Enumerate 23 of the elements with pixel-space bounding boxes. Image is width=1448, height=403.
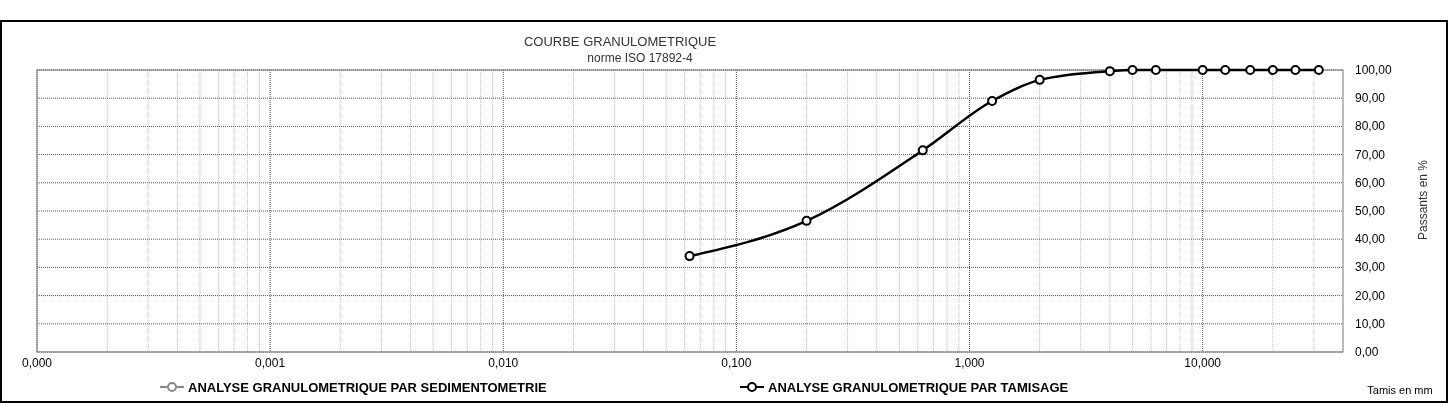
legend-label: ANALYSE GRANULOMETRIQUE PAR TAMISAGE — [768, 380, 1069, 395]
x-tick-label: 1,000 — [954, 356, 985, 370]
chart-title: COURBE GRANULOMETRIQUE — [523, 34, 717, 49]
x-tick-label: 0,010 — [488, 356, 519, 370]
y-tick-label: 60,00 — [1355, 175, 1386, 190]
y-tick-label: 80,00 — [1355, 119, 1386, 134]
y-axis-title: Passants en % — [1416, 159, 1430, 241]
y-tick-label: 50,00 — [1355, 204, 1386, 218]
y-tick-label: 40,00 — [1355, 232, 1386, 247]
y-tick-label: 20,00 — [1355, 288, 1386, 303]
y-tick-label: 70,00 — [1355, 147, 1386, 162]
x-tick-label: 10,000 — [1184, 356, 1222, 370]
y-tick-label: 90,00 — [1355, 91, 1386, 106]
y-tick-label: 100,00 — [1355, 63, 1393, 77]
chart-subtitle: norme ISO 17892-4 — [587, 51, 694, 65]
y-tick-label: 0,00 — [1355, 345, 1379, 359]
x-tick-label: 0,000 — [21, 356, 53, 370]
x-axis-title: Tamis en mm — [1367, 384, 1433, 396]
y-tick-label: 10,00 — [1355, 316, 1386, 331]
y-tick-label: 30,00 — [1355, 260, 1386, 275]
x-tick-label: 0,100 — [721, 356, 752, 370]
legend-label: ANALYSE GRANULOMETRIQUE PAR SEDIMENTOMETRIE — [188, 380, 548, 395]
x-tick-label: 0,001 — [255, 356, 286, 370]
